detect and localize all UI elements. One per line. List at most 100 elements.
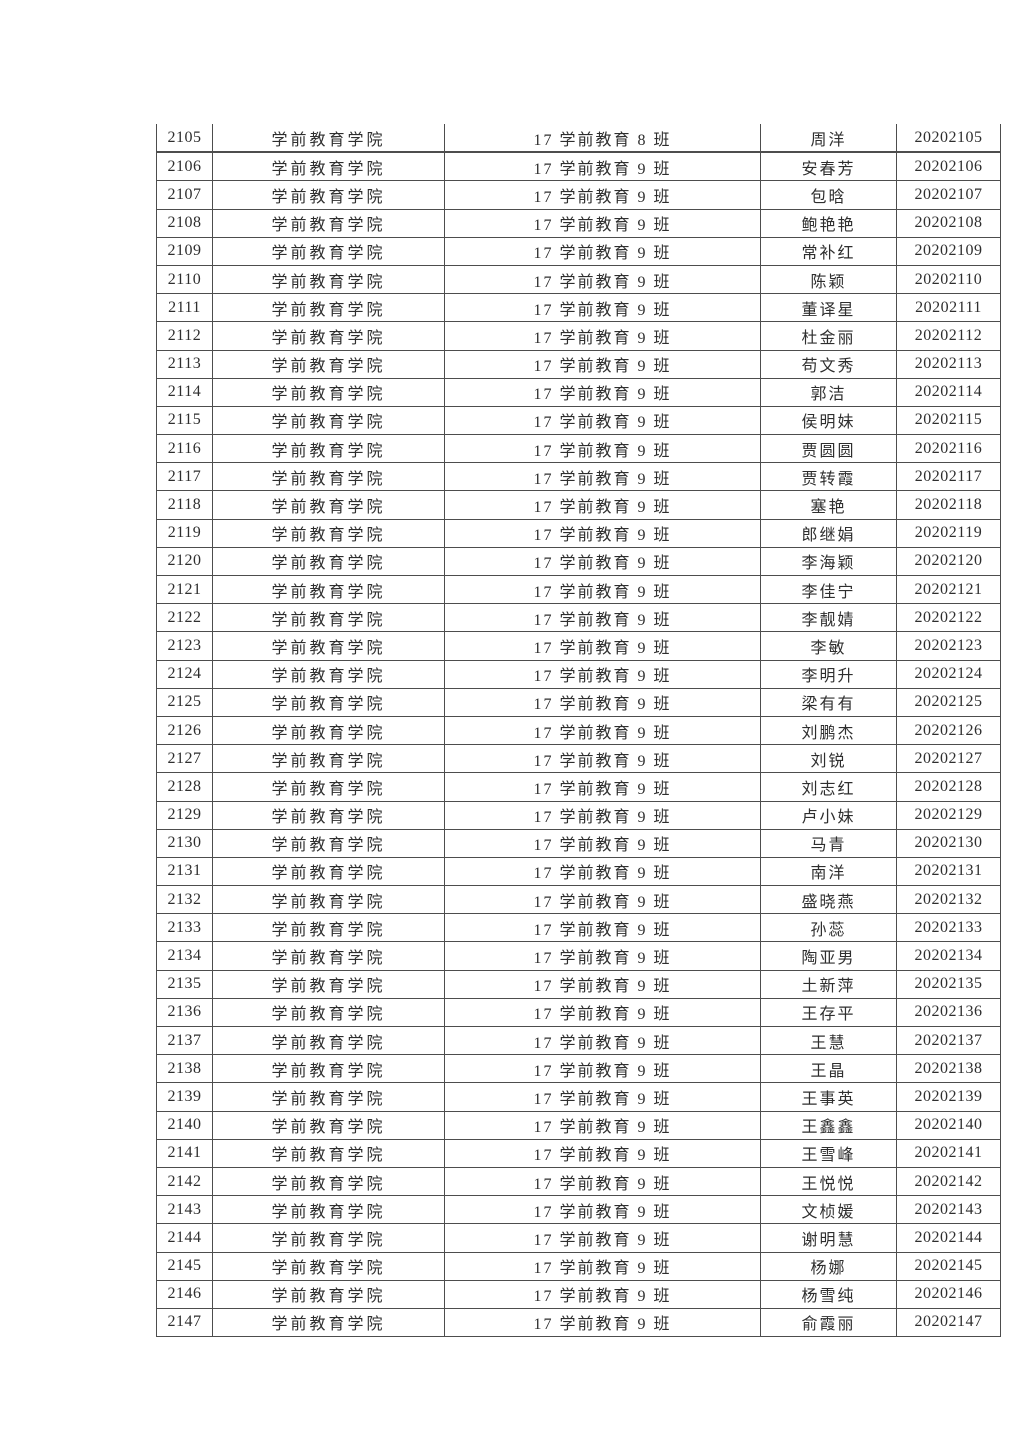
class-cell: 17 学前教育 9 班 <box>444 885 761 915</box>
table-row: 2129 学前教育学院 17 学前教育 9 班卢小妹 20202129 <box>156 800 1001 830</box>
student-id-cell: 20202132 <box>896 885 1001 915</box>
college-cell: 学前教育学院 <box>212 236 445 266</box>
student-id-cell: 20202144 <box>896 1223 1001 1253</box>
student-id-cell: 20202123 <box>896 631 1001 661</box>
student-name-cell: 杨雪纯 <box>760 1279 897 1309</box>
row-number-cell: 2107 <box>156 180 213 210</box>
student-name-cell: 李敏 <box>760 631 897 661</box>
student-id-cell: 20202147 <box>896 1307 1001 1338</box>
class-cell: 17 学前教育 9 班 <box>444 1138 761 1168</box>
college-cell: 学前教育学院 <box>212 405 445 436</box>
student-id-cell: 20202118 <box>896 490 1001 520</box>
college-cell: 学前教育学院 <box>212 293 445 323</box>
student-id-cell: 20202115 <box>896 405 1001 436</box>
row-number-cell: 2117 <box>156 462 213 492</box>
row-number-cell: 2137 <box>156 1025 213 1056</box>
row-number-cell: 2114 <box>156 377 213 407</box>
table-row: 2108 学前教育学院 17 学前教育 9 班鲍艳艳 20202108 <box>156 208 1001 238</box>
student-id-cell: 20202122 <box>896 603 1001 633</box>
row-number-cell: 2132 <box>156 885 213 915</box>
row-number-cell: 2135 <box>156 969 213 999</box>
class-cell: 17 学前教育 9 班 <box>444 1251 761 1281</box>
college-cell: 学前教育学院 <box>212 856 445 887</box>
student-name-cell: 谢明慧 <box>760 1223 897 1253</box>
student-name-cell: 陶亚男 <box>760 941 897 971</box>
class-cell: 17 学前教育 9 班 <box>444 772 761 802</box>
college-cell: 学前教育学院 <box>212 744 445 774</box>
student-id-cell: 20202133 <box>896 913 1001 943</box>
college-cell: 学前教育学院 <box>212 180 445 210</box>
table-row: 2144 学前教育学院 17 学前教育 9 班谢明慧 20202144 <box>156 1223 1001 1253</box>
row-number-cell: 2123 <box>156 631 213 661</box>
table-row: 2111 学前教育学院 17 学前教育 9 班董译星 20202111 <box>156 293 1001 323</box>
student-id-cell: 20202142 <box>896 1166 1001 1197</box>
row-number-cell: 2111 <box>156 293 213 323</box>
college-cell: 学前教育学院 <box>212 349 445 379</box>
student-id-cell: 20202113 <box>896 349 1001 379</box>
class-cell: 17 学前教育 9 班 <box>444 1279 761 1309</box>
college-cell: 学前教育学院 <box>212 631 445 661</box>
student-name-cell: 郎继娟 <box>760 518 897 548</box>
college-cell: 学前教育学院 <box>212 1195 445 1225</box>
table-row: 2118 学前教育学院 17 学前教育 9 班塞艳 20202118 <box>156 490 1001 520</box>
college-cell: 学前教育学院 <box>212 377 445 407</box>
table-row: 2121 学前教育学院 17 学前教育 9 班李佳宁 20202121 <box>156 574 1001 605</box>
table-row: 2131 学前教育学院 17 学前教育 9 班南洋 20202131 <box>156 856 1001 887</box>
college-cell: 学前教育学院 <box>212 151 445 182</box>
student-name-cell: 俞霞丽 <box>760 1307 897 1338</box>
table-row: 2125 学前教育学院 17 学前教育 9 班梁有有 20202125 <box>156 687 1001 717</box>
student-id-cell: 20202146 <box>896 1279 1001 1309</box>
row-number-cell: 2146 <box>156 1279 213 1309</box>
class-cell: 17 学前教育 9 班 <box>444 744 761 774</box>
student-id-cell: 20202108 <box>896 208 1001 238</box>
college-cell: 学前教育学院 <box>212 1223 445 1253</box>
student-id-cell: 20202138 <box>896 1054 1001 1084</box>
class-cell: 17 学前教育 9 班 <box>444 434 761 464</box>
student-name-cell: 陈颖 <box>760 264 897 295</box>
student-name-cell: 王事英 <box>760 1082 897 1112</box>
table-row: 2126 学前教育学院 17 学前教育 9 班刘鹏杰 20202126 <box>156 715 1001 746</box>
table-row: 2128 学前教育学院 17 学前教育 9 班刘志红 20202128 <box>156 772 1001 802</box>
student-name-cell: 常补红 <box>760 236 897 266</box>
row-number-cell: 2143 <box>156 1195 213 1225</box>
student-id-cell: 20202129 <box>896 800 1001 830</box>
college-cell: 学前教育学院 <box>212 969 445 999</box>
row-number-cell: 2139 <box>156 1082 213 1112</box>
class-cell: 17 学前教育 9 班 <box>444 1223 761 1253</box>
student-id-cell: 20202136 <box>896 997 1001 1028</box>
student-id-cell: 20202126 <box>896 715 1001 746</box>
class-cell: 17 学前教育 9 班 <box>444 490 761 520</box>
college-cell: 学前教育学院 <box>212 913 445 943</box>
table-row: 2112 学前教育学院 17 学前教育 9 班杜金丽 20202112 <box>156 321 1001 351</box>
row-number-cell: 2131 <box>156 856 213 887</box>
student-name-cell: 贾圆圆 <box>760 434 897 464</box>
class-cell: 17 学前教育 9 班 <box>444 1025 761 1056</box>
row-number-cell: 2109 <box>156 236 213 266</box>
student-name-cell: 王悦悦 <box>760 1166 897 1197</box>
row-number-cell: 2145 <box>156 1251 213 1281</box>
college-cell: 学前教育学院 <box>212 321 445 351</box>
student-id-cell: 20202141 <box>896 1138 1001 1168</box>
table-row: 2106 学前教育学院 17 学前教育 9 班安春芳 20202106 <box>156 151 1001 182</box>
student-name-cell: 梁有有 <box>760 687 897 717</box>
college-cell: 学前教育学院 <box>212 772 445 802</box>
student-id-cell: 20202116 <box>896 434 1001 464</box>
student-id-cell: 20202130 <box>896 828 1001 858</box>
college-cell: 学前教育学院 <box>212 715 445 746</box>
class-cell: 17 学前教育 9 班 <box>444 969 761 999</box>
student-name-cell: 王鑫鑫 <box>760 1110 897 1140</box>
class-cell: 17 学前教育 9 班 <box>444 1307 761 1338</box>
student-name-cell: 王雪峰 <box>760 1138 897 1168</box>
class-cell: 17 学前教育 9 班 <box>444 1110 761 1140</box>
table-row: 2124 学前教育学院 17 学前教育 9 班李明升 20202124 <box>156 659 1001 689</box>
student-name-cell: 侯明妹 <box>760 405 897 436</box>
row-number-cell: 2119 <box>156 518 213 548</box>
class-cell: 17 学前教育 9 班 <box>444 462 761 492</box>
table-row: 2133 学前教育学院 17 学前教育 9 班孙蕊 20202133 <box>156 913 1001 943</box>
student-id-cell: 20202112 <box>896 321 1001 351</box>
row-number-cell: 2128 <box>156 772 213 802</box>
class-cell: 17 学前教育 9 班 <box>444 913 761 943</box>
class-cell: 17 学前教育 9 班 <box>444 659 761 689</box>
class-cell: 17 学前教育 9 班 <box>444 180 761 210</box>
student-name-cell: 李佳宁 <box>760 574 897 605</box>
